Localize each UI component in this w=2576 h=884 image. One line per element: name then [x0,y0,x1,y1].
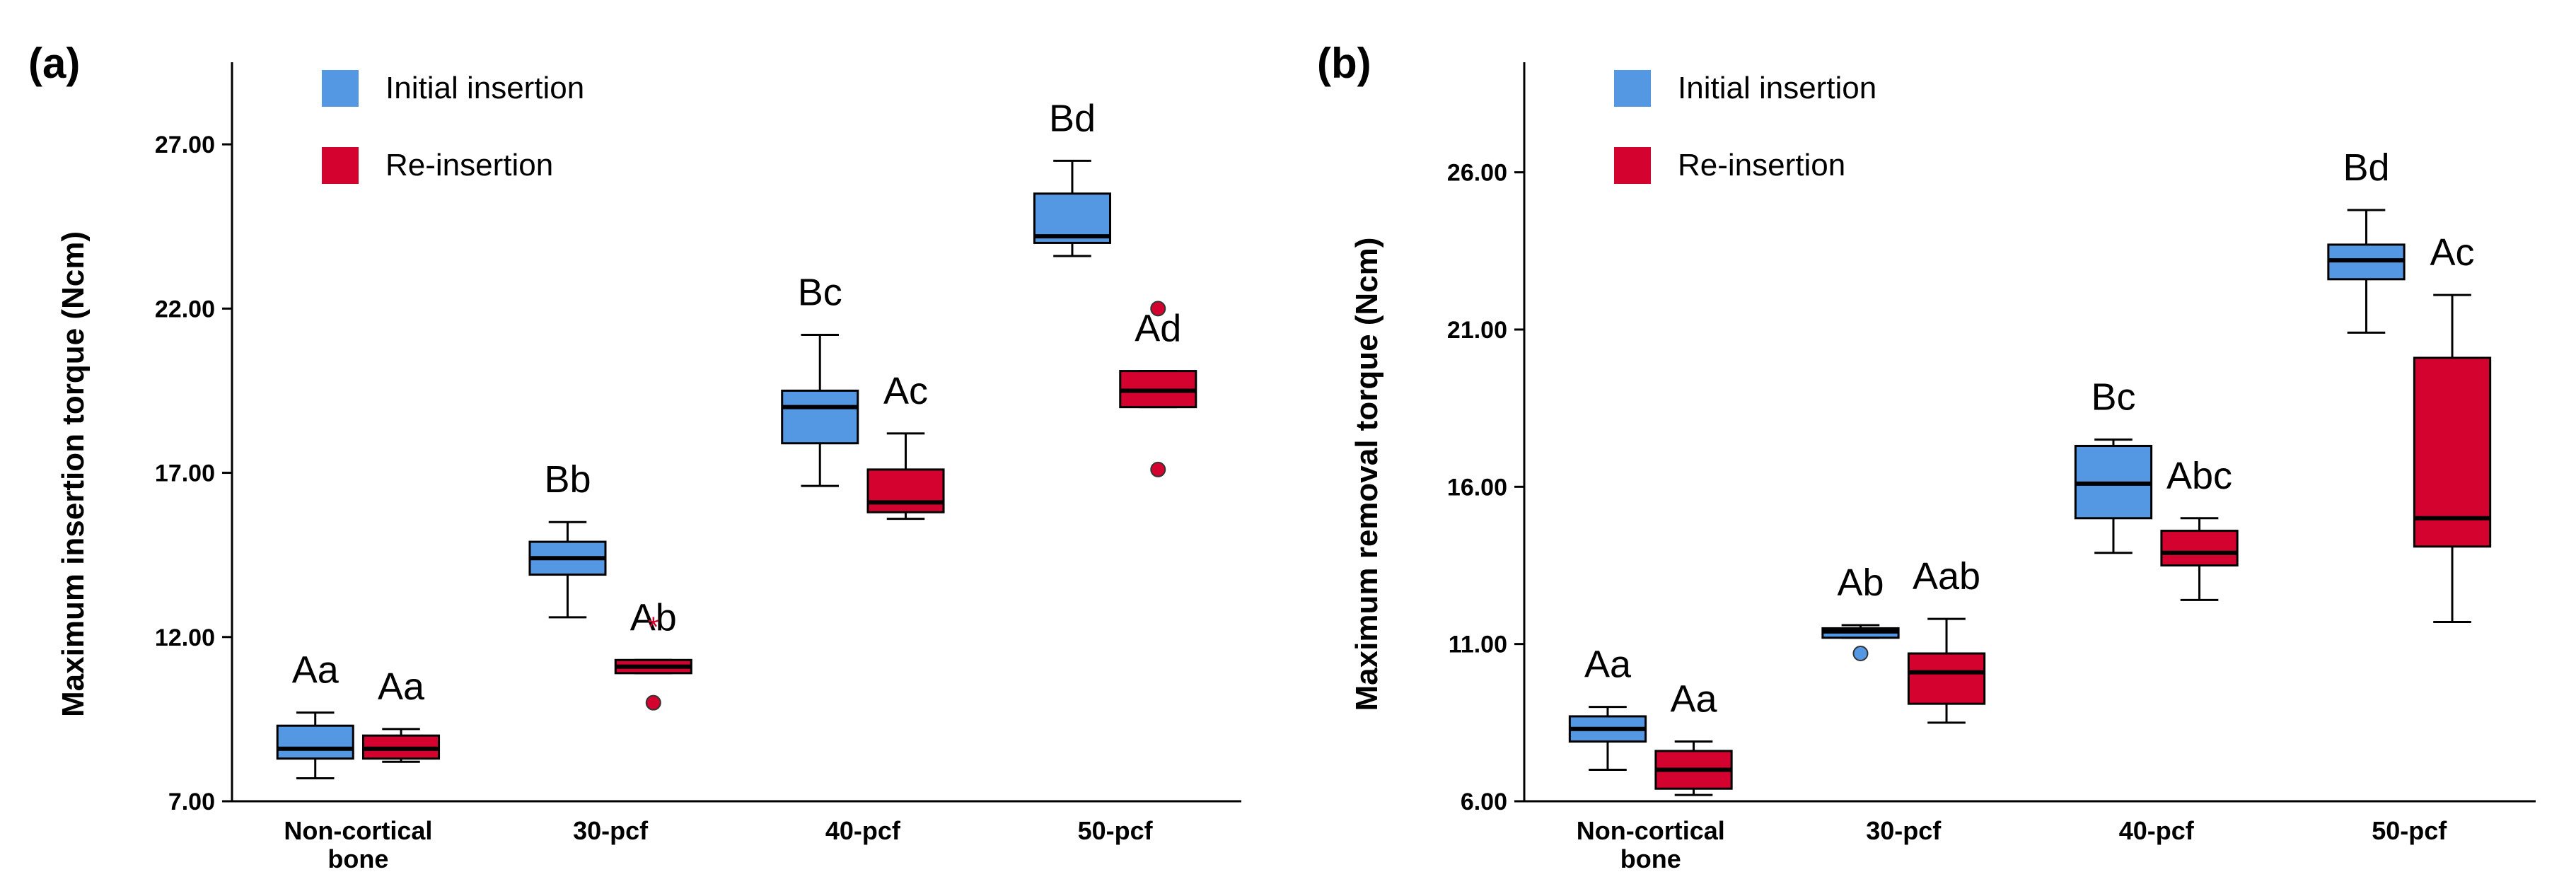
y-axis-label: Maximum insertion torque (Ncm) [56,231,91,717]
significance-letters: Abc [2166,455,2232,497]
legend-label-reinsertion: Re-insertion [385,148,553,182]
outlier-point [1150,301,1166,317]
x-category-label: 30-pcf [573,816,649,845]
y-tick-label: 16.00 [1447,474,1507,501]
significance-letters: Aa [292,649,340,692]
box-initial [276,724,354,760]
significance-letters: Ab [1837,562,1884,604]
y-tick-label: 7.00 [168,789,215,815]
significance-letters: Bd [1049,97,1096,139]
y-tick-label: 22.00 [155,296,215,322]
significance-letters: Bc [2091,376,2135,419]
legend-swatch-initial [322,70,359,107]
box-reinsertion [1907,652,1986,705]
y-tick-label: 12.00 [155,624,215,651]
significance-letters: Ab [630,596,677,639]
legend-swatch-reinsertion [322,147,359,184]
box-reinsertion [2160,530,2239,566]
significance-letters: Aa [1670,678,1717,721]
x-category-label: 40-pcf [2119,816,2195,845]
significance-letters: Ac [883,370,928,412]
legend-label-initial: Initial insertion [1678,71,1876,105]
y-tick-label: 6.00 [1461,789,1507,815]
significance-letters: Bc [798,271,842,313]
significance-letters: Bd [2343,146,2389,189]
box-reinsertion [866,468,945,513]
significance-letters: Aa [1584,644,1632,686]
x-category-label: 50-pcf [1078,816,1154,845]
y-tick-label: 26.00 [1447,160,1507,187]
panel-a: (a) Maximum insertion torque (Ncm) 7.00 12.… [28,40,1241,873]
significance-letters: Aab [1913,555,1980,598]
panel-label: (a) [28,40,80,87]
significance-letters: Aa [378,665,425,708]
legend-swatch-initial [1614,70,1651,107]
significance-letters: Ac [2430,231,2475,274]
outlier-star: * [648,612,659,643]
panel-label: (b) [1317,40,1371,87]
y-tick-label: 11.00 [1449,632,1507,658]
legend-swatch-reinsertion [1614,147,1651,184]
legend-label-initial: Initial insertion [385,71,584,105]
panel-b: (b) Maximum removal torque (Ncm) 6.00 11.00… [1317,40,2536,873]
outlier-point [1150,461,1166,477]
y-tick-label: 17.00 [155,460,215,487]
x-category-label: 30-pcf [1866,816,1942,845]
x-category-label: Non-cortical bone [284,816,432,873]
box-reinsertion [2413,356,2492,548]
x-category-label: 40-pcf [825,816,901,845]
y-tick-label: 21.00 [1447,317,1507,344]
legend-label-reinsertion: Re-insertion [1678,148,1845,182]
box-initial [781,389,859,445]
x-category-label: Non-cortical bone [1577,816,1725,873]
outlier-point [645,694,661,711]
outlier-point [1852,646,1869,661]
y-axis-label: Maximum removal torque (Ncm) [1350,238,1384,711]
significance-letters: Bb [544,458,591,501]
y-tick-label: 27.00 [155,132,215,158]
x-category-label: 50-pcf [2372,816,2447,845]
